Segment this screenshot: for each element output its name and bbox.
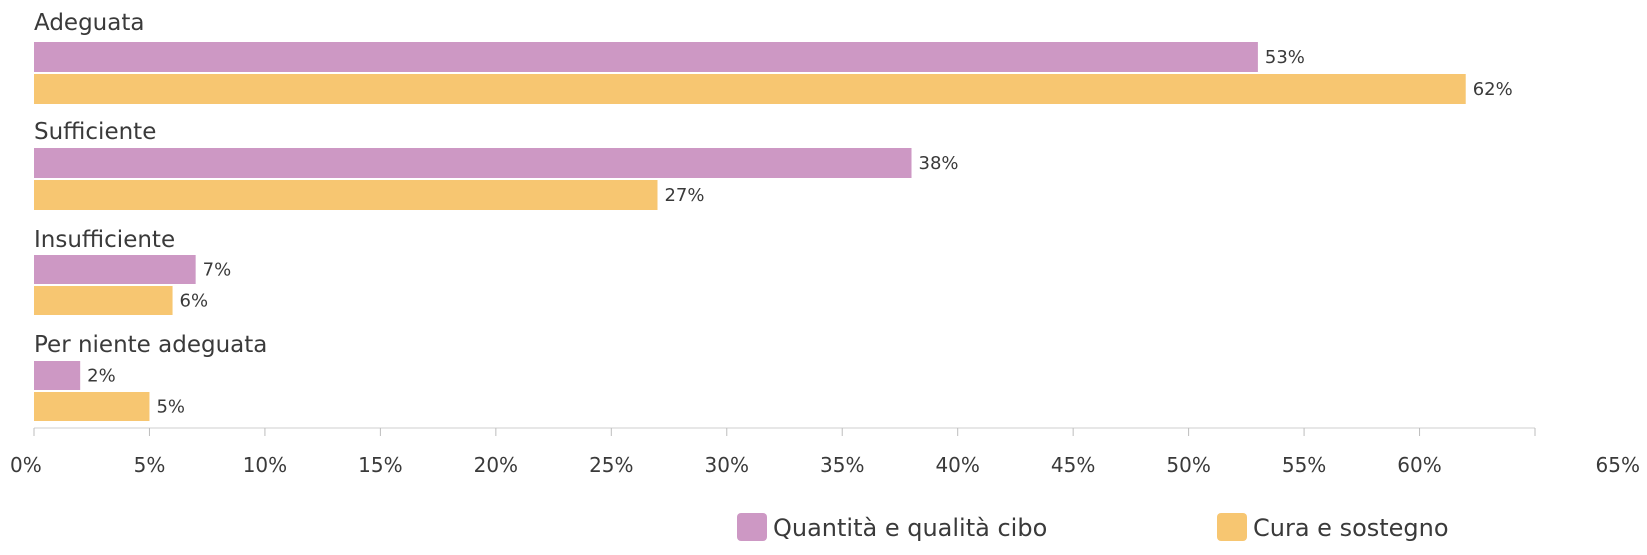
bar-quantita-qualita-cibo — [34, 361, 81, 390]
x-tick-label: 25% — [589, 453, 633, 477]
category-label: Sufficiente — [34, 119, 156, 145]
x-tick-label: 50% — [1166, 453, 1210, 477]
x-tick-label: 5% — [134, 453, 166, 477]
x-tick-label: 0% — [10, 453, 42, 477]
value-label: 27% — [664, 185, 704, 206]
value-label: 6% — [180, 291, 209, 312]
bars — [34, 42, 1466, 421]
x-tick-label: 55% — [1282, 453, 1326, 477]
category-label: Adeguata — [34, 10, 144, 36]
bar-cura-sostegno — [34, 180, 658, 210]
x-tick-label: 20% — [474, 453, 518, 477]
category-label: Insufficiente — [34, 227, 175, 253]
legend-label: Cura e sostegno — [1253, 514, 1449, 542]
legend: Quantità e qualità cibo Cura e sostegno — [737, 513, 1449, 542]
x-tick-label: 30% — [705, 453, 749, 477]
x-tick-label: 40% — [935, 453, 979, 477]
x-tick-label: 10% — [243, 453, 287, 477]
x-tick-label: 65% — [1596, 453, 1640, 477]
x-tick-label: 35% — [820, 453, 864, 477]
value-label: 7% — [203, 260, 232, 281]
category-label: Per niente adeguata — [34, 332, 267, 358]
bar-quantita-qualita-cibo — [34, 148, 912, 178]
bar-quantita-qualita-cibo — [34, 255, 196, 284]
value-label: 38% — [919, 153, 959, 174]
x-tick-label: 45% — [1051, 453, 1095, 477]
category-labels: Adeguata Sufficiente Insufficiente Per nien… — [34, 10, 267, 358]
legend-label: Quantità e qualità cibo — [773, 514, 1047, 542]
x-tick-label: 60% — [1397, 453, 1441, 477]
value-label: 53% — [1265, 47, 1305, 68]
x-axis: 0% 5% 10% 15% 20% 25% 30% 35% 40% 45% 50% 55% 60% 65% — [10, 427, 1640, 477]
value-labels: 53% 62% 38% 27% 7% 6% 2% 5% — [87, 47, 1513, 418]
bar-cura-sostegno — [34, 74, 1466, 104]
bar-cura-sostegno — [34, 392, 150, 421]
value-label: 2% — [87, 366, 116, 387]
bar-quantita-qualita-cibo — [34, 42, 1258, 72]
bar-cura-sostegno — [34, 286, 173, 315]
x-tick-label: 15% — [358, 453, 402, 477]
value-label: 62% — [1473, 79, 1513, 100]
legend-swatch — [1217, 513, 1247, 541]
value-label: 5% — [156, 397, 185, 418]
legend-swatch — [737, 513, 767, 541]
